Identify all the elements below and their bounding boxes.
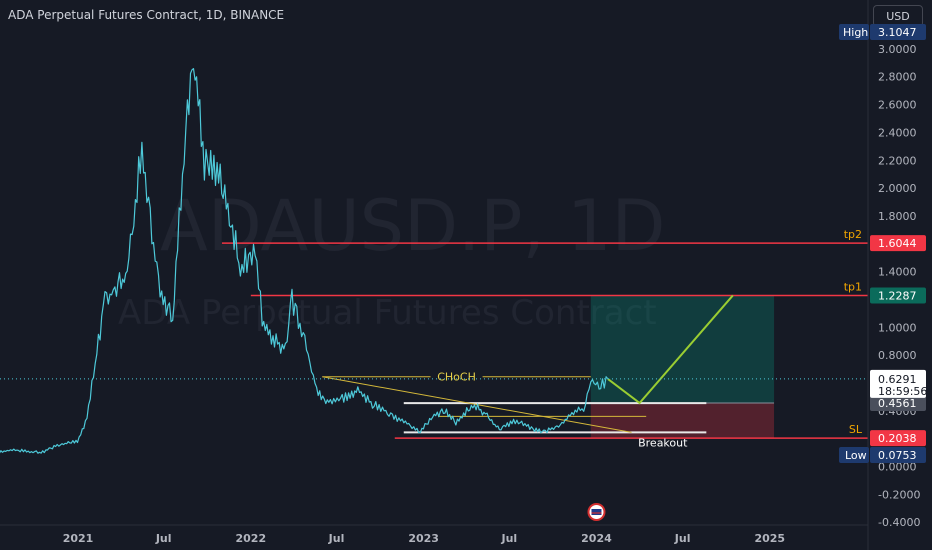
tp1-price-tag-text: 1.2287 <box>878 289 917 302</box>
y-tick-label: 1.8000 <box>878 210 917 223</box>
tp1-price-tag: 1.2287 <box>870 287 926 304</box>
tp2-label: tp2 <box>844 228 862 241</box>
y-tick-label: 1.2000 <box>878 293 917 306</box>
flag-canton <box>591 509 602 515</box>
high-label-bg <box>839 24 869 40</box>
y-tick-label: 1.6000 <box>878 238 917 251</box>
x-tick-label: 2025 <box>754 532 785 545</box>
current-price-value: 0.6291 <box>878 373 917 386</box>
watermark-symbol: ADAUSD.P, 1D <box>160 185 666 267</box>
sl-price-tag-bg <box>870 430 926 447</box>
y-tick-label: -0.2000 <box>878 488 920 501</box>
sl-price-tag: 0.2038 <box>870 430 926 447</box>
current-price-bg <box>870 369 926 398</box>
breakout-label: Breakout <box>638 436 688 449</box>
sl-label: SL <box>849 423 863 436</box>
high-label: High <box>843 26 868 39</box>
y-tick-label: 2.2000 <box>878 154 917 167</box>
entry-price-tag-text: 0.4561 <box>878 397 917 410</box>
y-tick-label: 0.8000 <box>878 349 917 362</box>
choch-label-bg <box>430 368 483 384</box>
y-tick-label: 2.8000 <box>878 71 917 84</box>
y-tick-label: 2.6000 <box>878 99 917 112</box>
y-tick-label: -0.4000 <box>878 516 920 529</box>
sl-price-tag-text: 0.2038 <box>878 432 917 445</box>
trend-line <box>322 376 632 433</box>
us-flag-icon <box>587 503 606 521</box>
tp2-price-tag: 1.6044 <box>870 235 926 252</box>
y-tick-label: 0.4000 <box>878 405 917 418</box>
y-tick-label: 0.0000 <box>878 461 917 474</box>
low-value-tag-bg <box>870 447 926 463</box>
low-value-tag-text: 0.0753 <box>878 449 917 462</box>
x-tick-label: Jul <box>328 532 345 545</box>
tp2-price-tag-bg <box>870 235 926 252</box>
x-tick-label: Jul <box>501 532 518 545</box>
x-tick-label: Jul <box>155 532 172 545</box>
entry-price-tag-bg <box>870 395 926 412</box>
low-label-bg <box>839 447 869 463</box>
currency-button[interactable]: USD <box>873 5 923 27</box>
tp1-label: tp1 <box>844 280 862 293</box>
x-tick-label: 2021 <box>63 532 94 545</box>
watermark-name: ADA Perpetual Futures Contract <box>118 293 657 333</box>
entry-price-tag: 0.4561 <box>870 395 926 412</box>
y-tick-label: 1.0000 <box>878 321 917 334</box>
x-tick-label: 2024 <box>581 532 612 545</box>
y-tick-label: 0.6000 <box>878 377 917 390</box>
choch-label: CHoCH <box>437 371 476 384</box>
current-price-countdown: 18:59:56 <box>878 385 927 398</box>
y-tick-label: 2.0000 <box>878 182 917 195</box>
y-tick-label: 2.4000 <box>878 126 917 139</box>
tp2-price-tag-text: 1.6044 <box>878 237 917 250</box>
y-tick-label: 0.2000 <box>878 433 917 446</box>
flag-circle <box>587 503 606 521</box>
y-tick-label: 1.4000 <box>878 266 917 279</box>
loss-zone <box>590 403 775 439</box>
low-label: Low <box>845 449 867 462</box>
x-tick-label: Jul <box>674 532 691 545</box>
x-tick-label: 2022 <box>236 532 267 545</box>
tp1-price-tag-bg <box>870 287 926 304</box>
chart-title: ADA Perpetual Futures Contract, 1D, BINA… <box>8 8 285 22</box>
low-value-tag: 0.0753 <box>870 447 926 463</box>
x-tick-label: 2023 <box>408 532 439 545</box>
y-tick-label: 3.0000 <box>878 43 917 56</box>
